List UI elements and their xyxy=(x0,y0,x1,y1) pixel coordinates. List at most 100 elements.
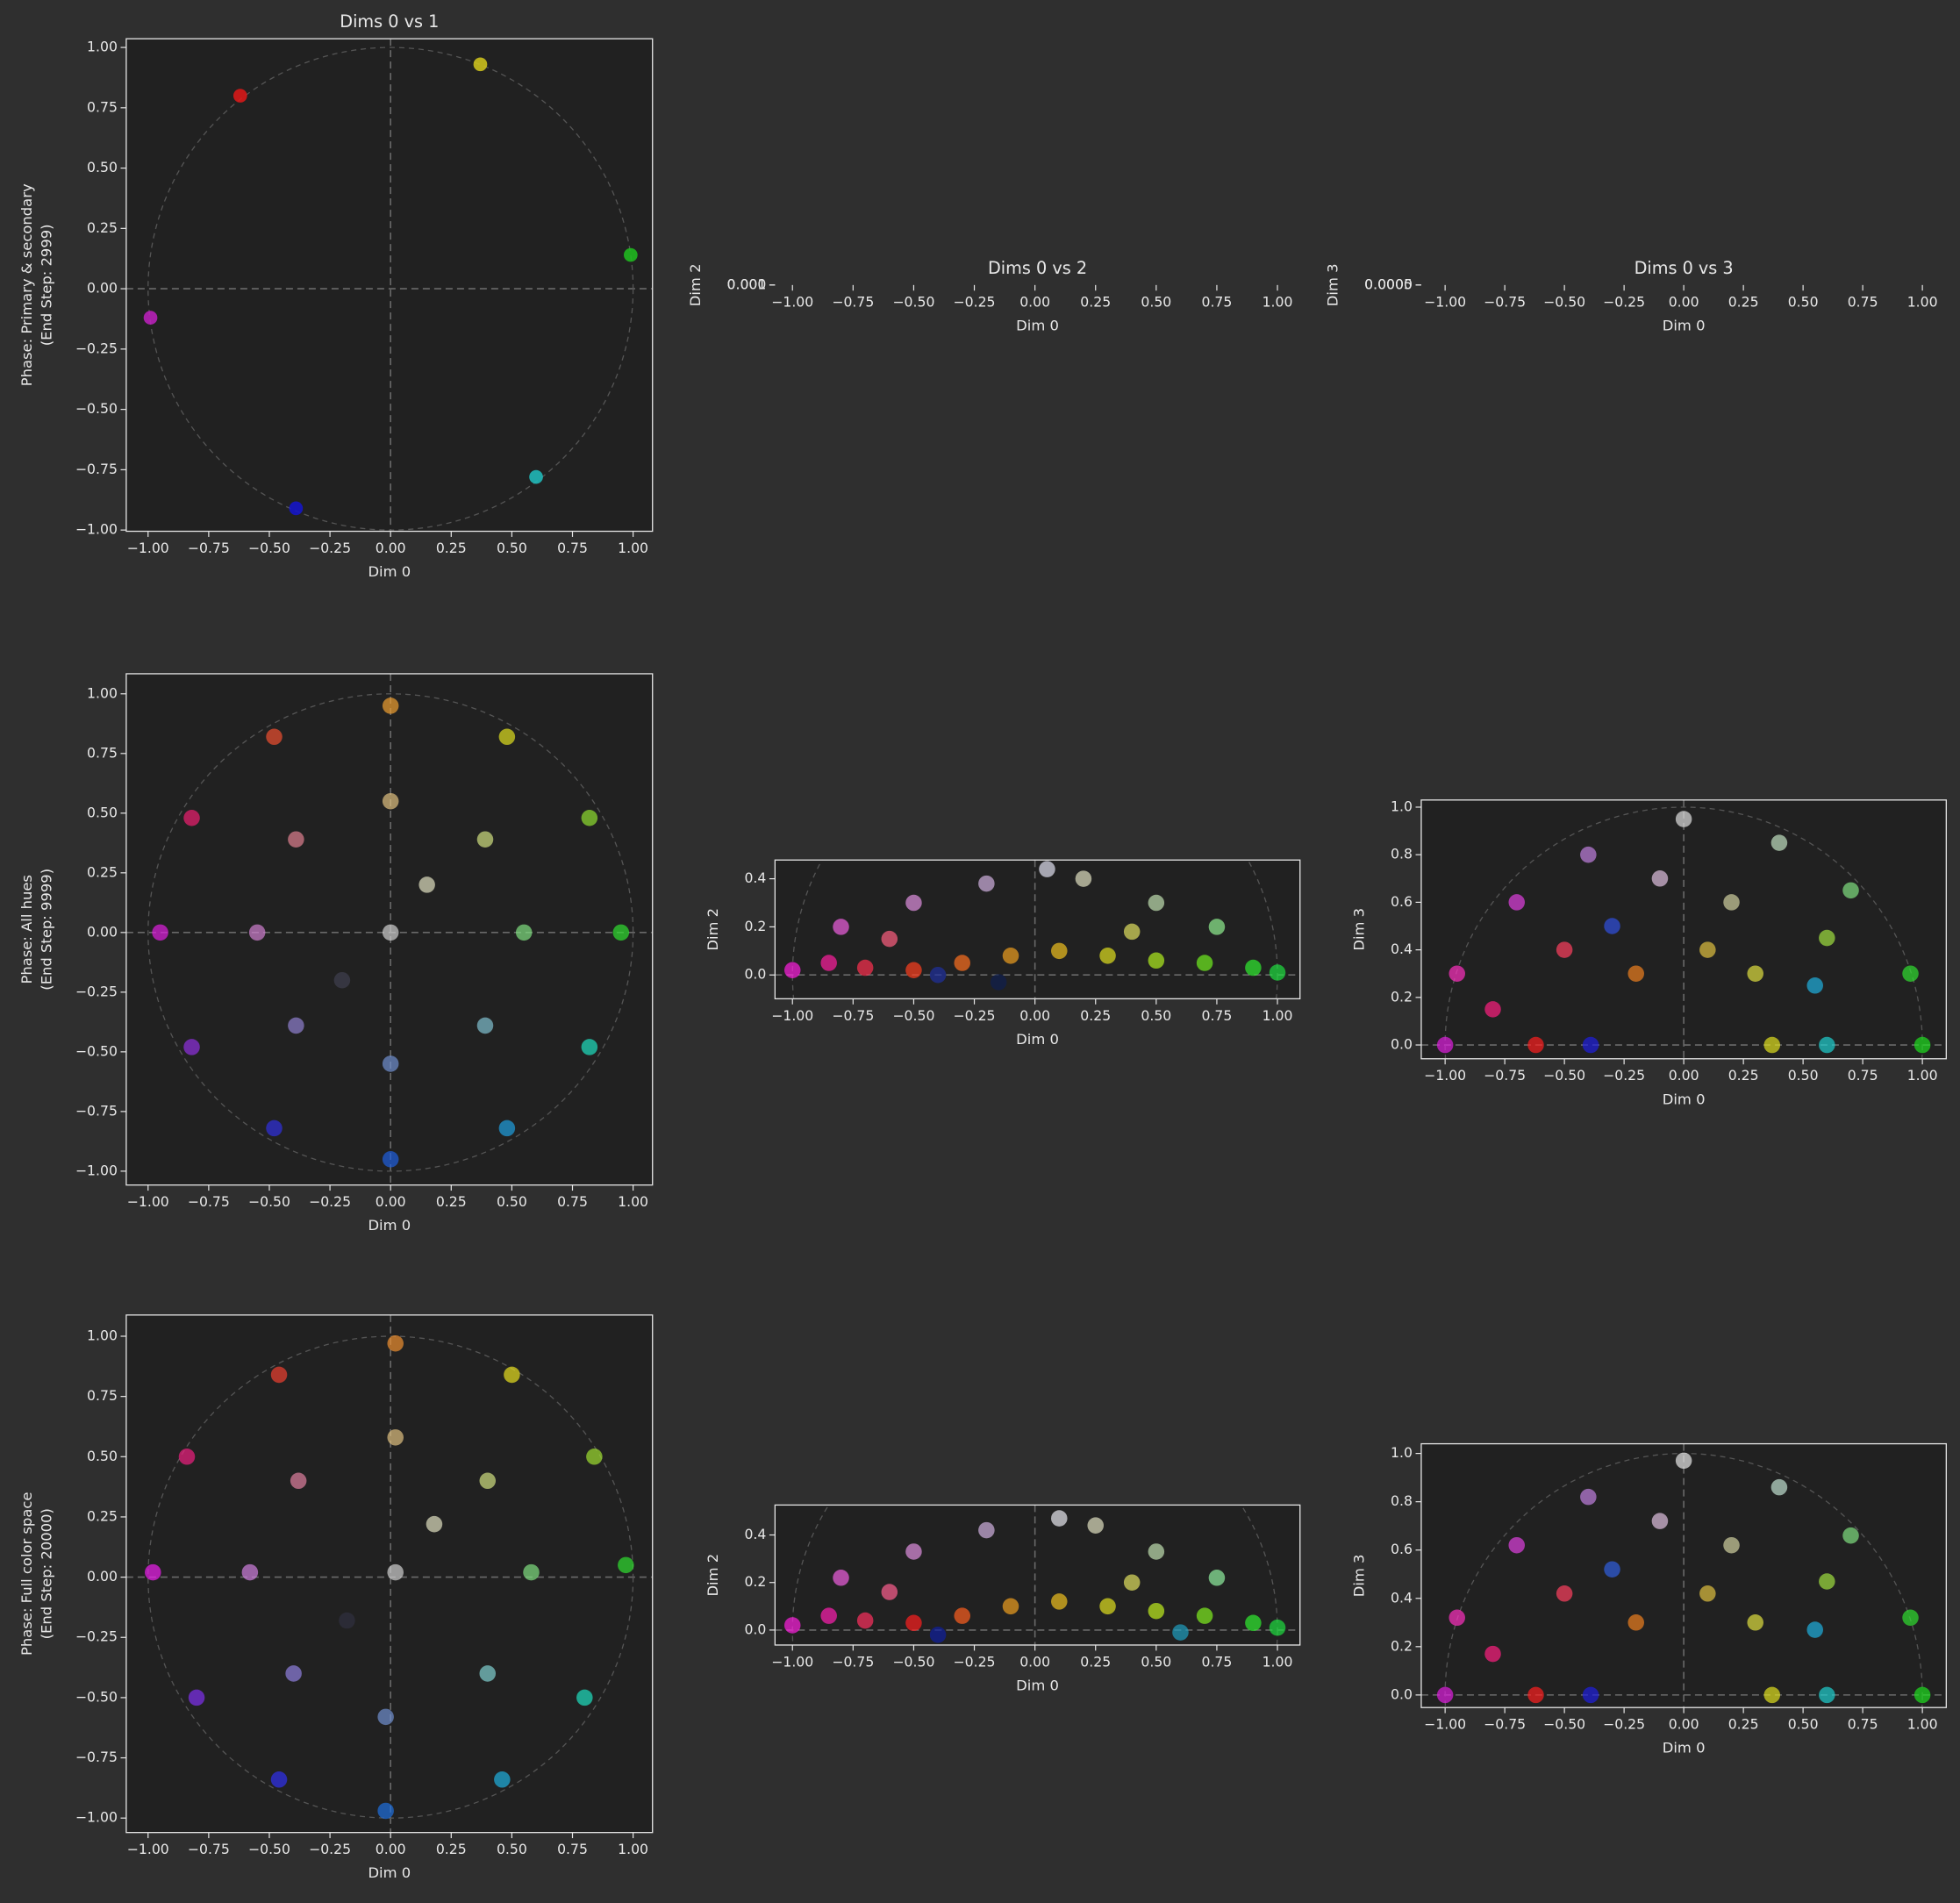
point xyxy=(990,974,1007,991)
x-tick-label: −1.00 xyxy=(1424,1067,1466,1084)
point xyxy=(1508,1536,1525,1554)
y-axis-label: (End Step: 20000) xyxy=(39,1508,55,1639)
x-tick-label: −0.75 xyxy=(188,540,230,556)
x-tick-label: −0.75 xyxy=(832,1007,874,1024)
y-tick-label: 1.0 xyxy=(1391,798,1413,814)
y-axis-label: (End Step: 2999) xyxy=(39,224,55,346)
point xyxy=(143,311,158,325)
x-axis-label: Dim 0 xyxy=(1663,317,1706,333)
x-tick-label: 0.00 xyxy=(376,540,406,556)
point xyxy=(881,1584,898,1600)
point xyxy=(479,1665,497,1682)
point xyxy=(1770,834,1788,851)
y-tick-label: 0.50 xyxy=(87,159,118,175)
point xyxy=(1582,1036,1599,1054)
point xyxy=(1075,870,1092,887)
point xyxy=(1806,1621,1823,1638)
y-tick-label: 0.2 xyxy=(744,918,766,934)
y-tick-label: 0.001 xyxy=(727,275,767,292)
point xyxy=(1699,1585,1716,1602)
y-tick-label: 0.2 xyxy=(1391,1637,1413,1654)
x-tick-label: −0.25 xyxy=(954,293,996,310)
y-axis-label: (End Step: 9999) xyxy=(39,869,55,991)
x-tick-label: −0.75 xyxy=(188,1193,230,1210)
point xyxy=(905,894,922,912)
point xyxy=(1819,1036,1835,1054)
y-tick-label: 0.8 xyxy=(1391,1492,1413,1509)
x-tick-label: 0.25 xyxy=(436,1841,467,1857)
y-tick-label: 0.50 xyxy=(87,804,118,820)
x-tick-label: −1.00 xyxy=(127,1841,169,1857)
point xyxy=(1436,1036,1454,1054)
point xyxy=(377,1802,394,1820)
y-tick-label: 0.0000 xyxy=(1364,275,1413,292)
point xyxy=(1819,929,1835,947)
x-axis-label: Dim 0 xyxy=(1016,317,1059,333)
point xyxy=(1747,1614,1763,1631)
y-tick-label: 1.00 xyxy=(87,39,118,55)
x-tick-label: 0.50 xyxy=(1141,293,1171,310)
point xyxy=(905,1614,922,1632)
point xyxy=(1819,1573,1835,1590)
y-tick-label: −1.00 xyxy=(75,1809,118,1826)
y-tick-label: −0.25 xyxy=(75,983,118,999)
y-tick-label: −0.75 xyxy=(75,461,118,477)
chart-title: Dims 0 vs 1 xyxy=(340,11,439,32)
point xyxy=(1245,959,1262,977)
point xyxy=(978,1521,995,1539)
point xyxy=(290,1472,307,1490)
point xyxy=(1723,894,1740,911)
point xyxy=(1582,1686,1599,1704)
y-tick-label: 0.0 xyxy=(744,966,766,983)
y-axis-label: Dim 3 xyxy=(1351,1555,1368,1598)
point xyxy=(1627,965,1644,982)
x-tick-label: −1.00 xyxy=(127,1193,169,1210)
x-tick-label: 0.00 xyxy=(1019,293,1050,310)
y-axis-label: Dim 2 xyxy=(705,1554,721,1597)
x-tick-label: 0.75 xyxy=(1848,1716,1878,1733)
point xyxy=(387,1563,404,1581)
point xyxy=(581,809,598,826)
axes-frame xyxy=(125,38,654,533)
x-tick-label: 0.75 xyxy=(1201,1007,1232,1024)
y-tick-label: −0.50 xyxy=(75,1688,118,1705)
point xyxy=(1914,1686,1931,1704)
y-axis-label: Dim 2 xyxy=(705,908,721,951)
point xyxy=(1527,1036,1544,1054)
x-axis-label: Dim 0 xyxy=(1663,1740,1706,1756)
point xyxy=(1806,977,1823,994)
y-tick-label: 0.000 xyxy=(727,275,767,292)
x-tick-label: 0.25 xyxy=(1728,1067,1759,1084)
x-tick-label: 0.75 xyxy=(557,1193,588,1210)
point xyxy=(1148,952,1165,969)
point xyxy=(145,1563,161,1581)
x-tick-label: −0.50 xyxy=(248,540,290,556)
x-tick-label: 0.75 xyxy=(1848,293,1878,310)
point xyxy=(1580,846,1597,863)
x-axis-label: Dim 0 xyxy=(1016,1677,1059,1693)
point xyxy=(1580,1488,1597,1506)
y-tick-label: −1.00 xyxy=(75,1162,118,1178)
point xyxy=(1123,1574,1141,1591)
point xyxy=(152,924,168,941)
point xyxy=(1087,1517,1104,1534)
x-tick-label: −0.25 xyxy=(309,1193,351,1210)
point xyxy=(266,1120,283,1137)
point xyxy=(266,728,283,746)
x-tick-label: 0.75 xyxy=(557,540,588,556)
y-tick-label: 0.75 xyxy=(87,98,118,115)
x-tick-label: −1.00 xyxy=(127,540,169,556)
x-tick-label: 1.00 xyxy=(1263,1653,1293,1670)
y-tick-label: 0.6 xyxy=(1391,1541,1413,1557)
y-tick-label: 0.2 xyxy=(744,1573,766,1590)
x-tick-label: 1.00 xyxy=(1907,1716,1938,1733)
x-tick-label: 0.00 xyxy=(376,1193,406,1210)
point xyxy=(820,955,837,971)
y-tick-label: 0.0 xyxy=(744,1620,766,1637)
point xyxy=(1484,1001,1501,1018)
x-tick-label: 0.25 xyxy=(436,1193,467,1210)
point xyxy=(1099,948,1116,964)
y-tick-label: 0.6 xyxy=(1391,893,1413,910)
point xyxy=(426,1515,443,1533)
point xyxy=(248,924,266,941)
